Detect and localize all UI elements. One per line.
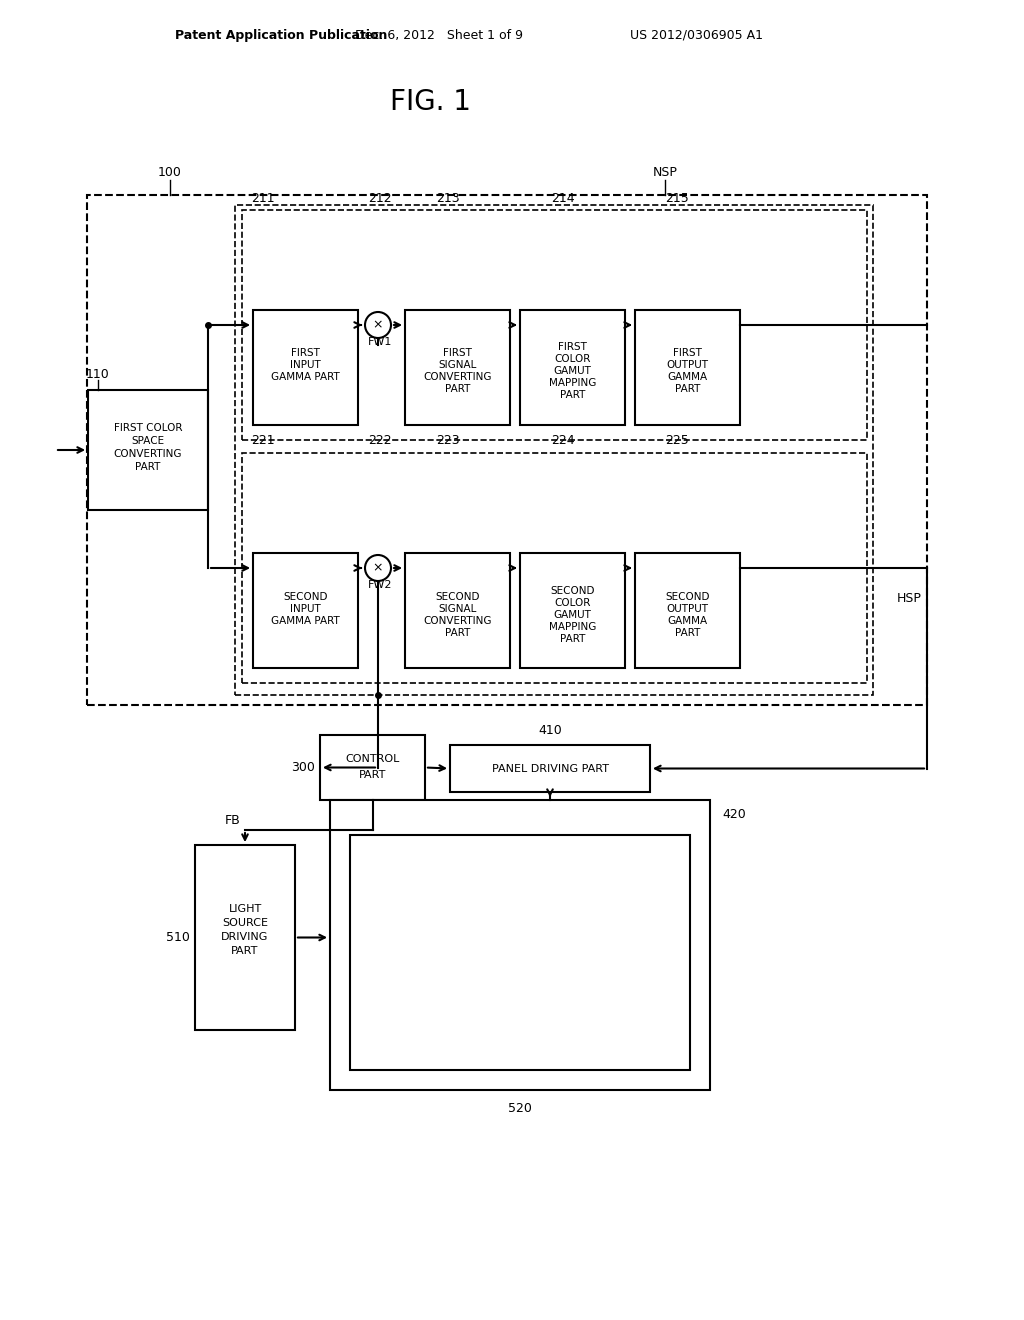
Text: CONTROL: CONTROL <box>345 754 399 763</box>
Text: 510: 510 <box>166 931 190 944</box>
Text: OUTPUT: OUTPUT <box>667 603 709 614</box>
Text: PART: PART <box>560 391 585 400</box>
Bar <box>242 210 867 440</box>
Bar <box>520 310 625 425</box>
Bar <box>87 195 927 705</box>
Circle shape <box>365 312 391 338</box>
Text: CONVERTING: CONVERTING <box>114 449 182 459</box>
Text: NSP: NSP <box>652 166 678 180</box>
Text: FIRST: FIRST <box>673 348 701 359</box>
Text: PART: PART <box>444 627 470 638</box>
Text: INPUT: INPUT <box>290 360 321 371</box>
Text: SECOND: SECOND <box>550 586 595 595</box>
Bar <box>406 310 510 425</box>
Text: SIGNAL: SIGNAL <box>438 603 477 614</box>
Text: 212: 212 <box>369 191 392 205</box>
Text: 300: 300 <box>291 762 315 774</box>
Text: CONVERTING: CONVERTING <box>423 372 492 383</box>
Text: ×: × <box>373 561 383 574</box>
Text: SIGNAL: SIGNAL <box>438 360 477 371</box>
Text: 410: 410 <box>539 725 562 738</box>
Text: FIRST: FIRST <box>558 342 587 352</box>
Text: OUTPUT: OUTPUT <box>667 360 709 371</box>
Bar <box>635 310 740 425</box>
Text: PART: PART <box>231 946 259 957</box>
Text: SPACE: SPACE <box>131 436 165 446</box>
Circle shape <box>365 554 391 581</box>
Text: ×: × <box>373 318 383 331</box>
Text: MAPPING: MAPPING <box>549 622 596 631</box>
Text: GAMMA PART: GAMMA PART <box>271 615 340 626</box>
Text: Dec. 6, 2012   Sheet 1 of 9: Dec. 6, 2012 Sheet 1 of 9 <box>355 29 523 41</box>
Text: 215: 215 <box>666 191 689 205</box>
Text: FB: FB <box>224 814 240 828</box>
Text: 214: 214 <box>551 191 574 205</box>
Bar <box>88 389 208 510</box>
Text: US 2012/0306905 A1: US 2012/0306905 A1 <box>630 29 763 41</box>
Text: COLOR: COLOR <box>554 598 591 607</box>
Text: PART: PART <box>358 770 386 780</box>
Text: PART: PART <box>135 462 161 473</box>
Bar <box>319 735 425 800</box>
Bar <box>406 553 510 668</box>
Text: 211: 211 <box>251 191 274 205</box>
Text: 221: 221 <box>251 434 274 447</box>
Text: GAMMA PART: GAMMA PART <box>271 372 340 383</box>
Text: GAMUT: GAMUT <box>554 367 592 376</box>
Text: CONVERTING: CONVERTING <box>423 615 492 626</box>
Text: 100: 100 <box>158 166 182 180</box>
Bar <box>450 744 650 792</box>
Text: 225: 225 <box>666 434 689 447</box>
Bar <box>520 553 625 668</box>
Text: 223: 223 <box>435 434 460 447</box>
Text: FIRST: FIRST <box>443 348 472 359</box>
Text: COLOR: COLOR <box>554 355 591 364</box>
Text: FW2: FW2 <box>368 579 392 590</box>
Text: FW1: FW1 <box>368 337 392 347</box>
Text: INPUT: INPUT <box>290 603 321 614</box>
Bar <box>253 310 358 425</box>
Text: HSP: HSP <box>897 591 922 605</box>
Text: PART: PART <box>675 384 700 395</box>
Text: PART: PART <box>560 634 585 644</box>
Text: 213: 213 <box>435 191 460 205</box>
Text: SECOND: SECOND <box>435 591 480 602</box>
Text: PANEL DRIVING PART: PANEL DRIVING PART <box>492 763 608 774</box>
Text: 420: 420 <box>722 808 745 821</box>
Text: GAMUT: GAMUT <box>554 610 592 619</box>
Text: GAMMA: GAMMA <box>668 372 708 383</box>
Bar <box>253 553 358 668</box>
Text: FIRST: FIRST <box>291 348 319 359</box>
Bar <box>350 836 690 1071</box>
Text: SOURCE: SOURCE <box>222 919 268 928</box>
Text: 110: 110 <box>86 367 110 380</box>
Text: 520: 520 <box>508 1101 531 1114</box>
Text: LIGHT: LIGHT <box>228 904 261 915</box>
Bar <box>195 845 295 1030</box>
Bar <box>234 205 873 696</box>
Text: 222: 222 <box>369 434 392 447</box>
Text: Patent Application Publication: Patent Application Publication <box>175 29 387 41</box>
Text: FIRST COLOR: FIRST COLOR <box>114 422 182 433</box>
Bar <box>242 453 867 682</box>
Bar <box>635 553 740 668</box>
Text: SECOND: SECOND <box>284 591 328 602</box>
Text: DRIVING: DRIVING <box>221 932 268 942</box>
Bar <box>330 800 710 1090</box>
Text: SECOND: SECOND <box>666 591 710 602</box>
Text: FIG. 1: FIG. 1 <box>389 88 470 116</box>
Text: GAMMA: GAMMA <box>668 615 708 626</box>
Text: MAPPING: MAPPING <box>549 379 596 388</box>
Text: PART: PART <box>675 627 700 638</box>
Text: 224: 224 <box>551 434 574 447</box>
Text: PART: PART <box>444 384 470 395</box>
